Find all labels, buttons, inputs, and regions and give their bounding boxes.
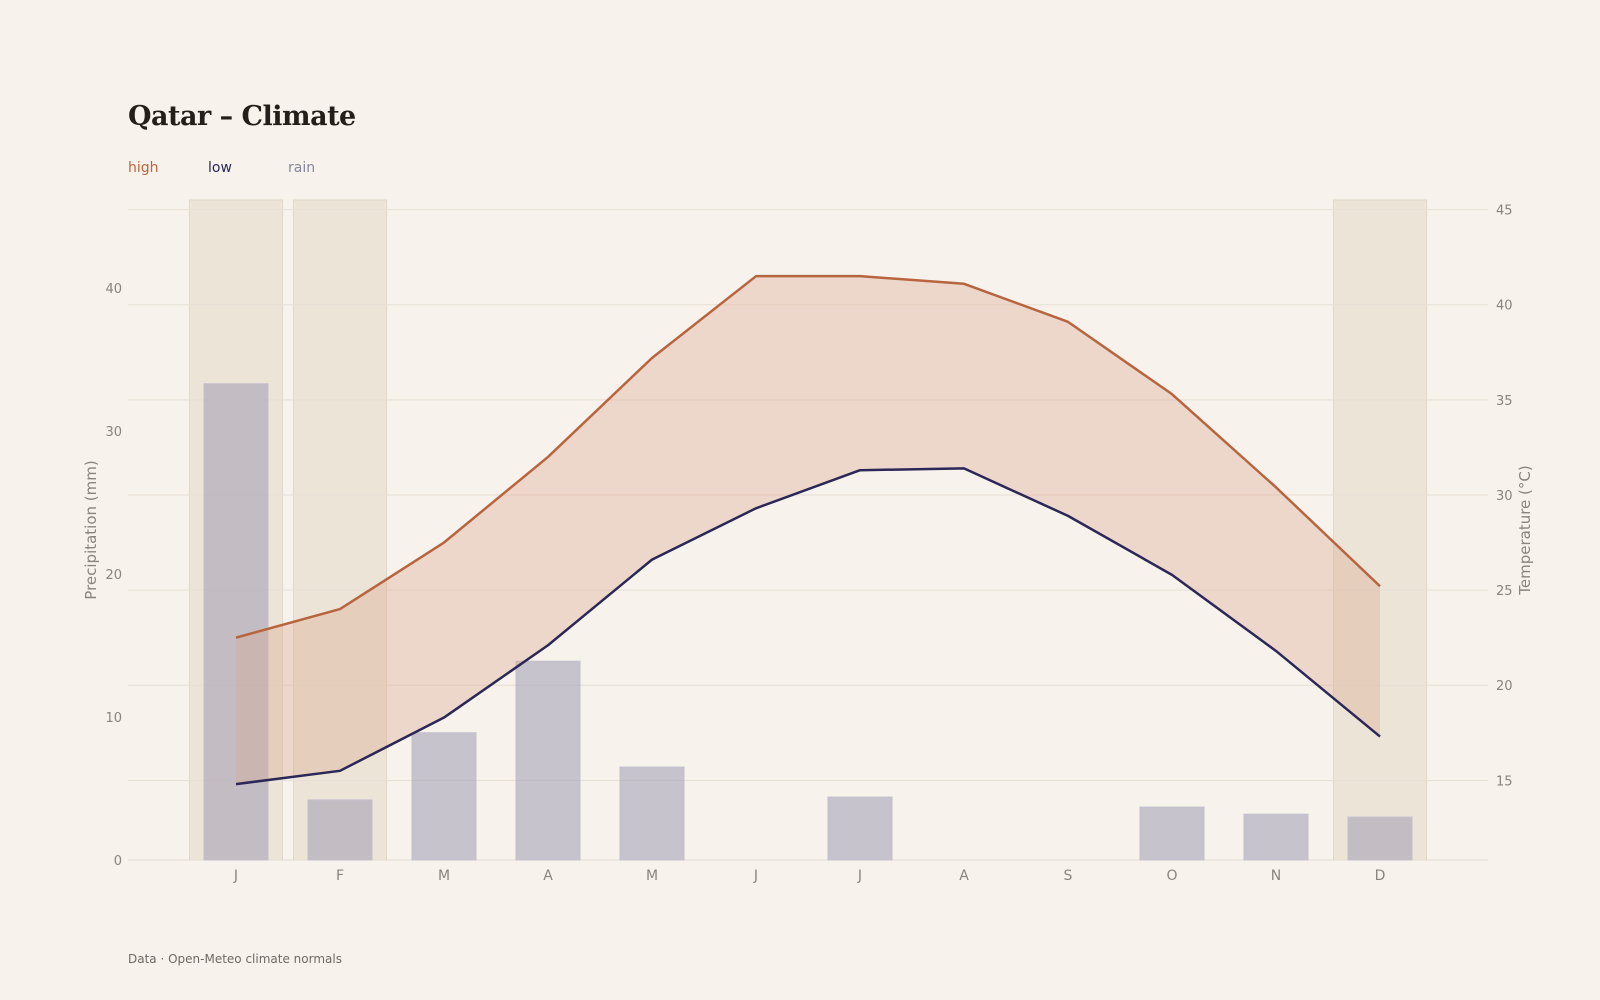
rain-bar-D <box>1347 816 1413 861</box>
x-axis-tick-F: F <box>336 868 344 884</box>
x-axis-tick-O: O <box>1166 868 1177 884</box>
right-axis-tick: 20 <box>1496 679 1513 694</box>
high-temperature-line <box>235 274 1381 639</box>
right-axis-tick: 30 <box>1496 489 1513 504</box>
x-axis-tick-D: D <box>1375 868 1386 884</box>
low-temperature-line <box>235 467 1381 786</box>
x-axis-tick-M: M <box>438 868 450 884</box>
right-axis-tick: 15 <box>1496 774 1513 789</box>
temperature-band <box>236 276 1380 785</box>
rain-bar-N <box>1243 813 1309 861</box>
highlight-month-F <box>293 199 387 861</box>
highlight-month-D <box>1333 199 1427 861</box>
right-axis-tick: 35 <box>1496 394 1513 409</box>
x-axis-tick-A: A <box>959 868 969 884</box>
x-axis-tick-N: N <box>1271 868 1281 884</box>
legend-item-high: high <box>128 160 159 176</box>
left-axis-tick: 20 <box>105 568 122 583</box>
axes: 0 10 20 30 40 15 20 25 30 35 40 45 J F M A M J J A S O N D <box>105 204 1512 884</box>
x-axis-tick-J: J <box>753 868 758 884</box>
rain-bar-M <box>411 732 477 861</box>
source-note: Data · Open-Meteo climate normals <box>128 952 342 966</box>
temperature-lines <box>235 274 1381 786</box>
rain-bars <box>203 383 1413 861</box>
rain-bar-F <box>307 799 373 861</box>
legend-item-rain: rain <box>288 160 316 176</box>
rain-bar-O <box>1139 806 1205 861</box>
x-axis-tick-A: A <box>543 868 553 884</box>
x-axis-tick-S: S <box>1064 868 1073 884</box>
left-axis-label: Precipitation (mm) <box>82 460 100 599</box>
rain-bar-J <box>203 383 269 861</box>
rain-bar-M <box>619 766 685 861</box>
rain-bar-A <box>515 660 581 861</box>
right-axis-tick: 40 <box>1496 299 1513 314</box>
x-axis-tick-J: J <box>233 868 238 884</box>
chart-title: Qatar – Climate <box>128 101 356 132</box>
left-axis-tick: 30 <box>105 425 122 440</box>
rain-bar-J <box>827 796 893 861</box>
high-low-band <box>236 276 1380 785</box>
right-axis-tick: 25 <box>1496 584 1513 599</box>
x-axis-tick-M: M <box>646 868 658 884</box>
x-axis-tick-J: J <box>857 868 862 884</box>
left-axis-tick: 40 <box>105 282 122 297</box>
right-axis-tick: 45 <box>1496 204 1513 219</box>
legend: high low rain <box>128 160 368 176</box>
right-axis-label: Temperature (°C) <box>1516 465 1534 595</box>
left-axis-tick: 0 <box>114 854 122 869</box>
left-axis-tick: 10 <box>105 711 122 726</box>
legend-item-low: low <box>208 160 232 176</box>
